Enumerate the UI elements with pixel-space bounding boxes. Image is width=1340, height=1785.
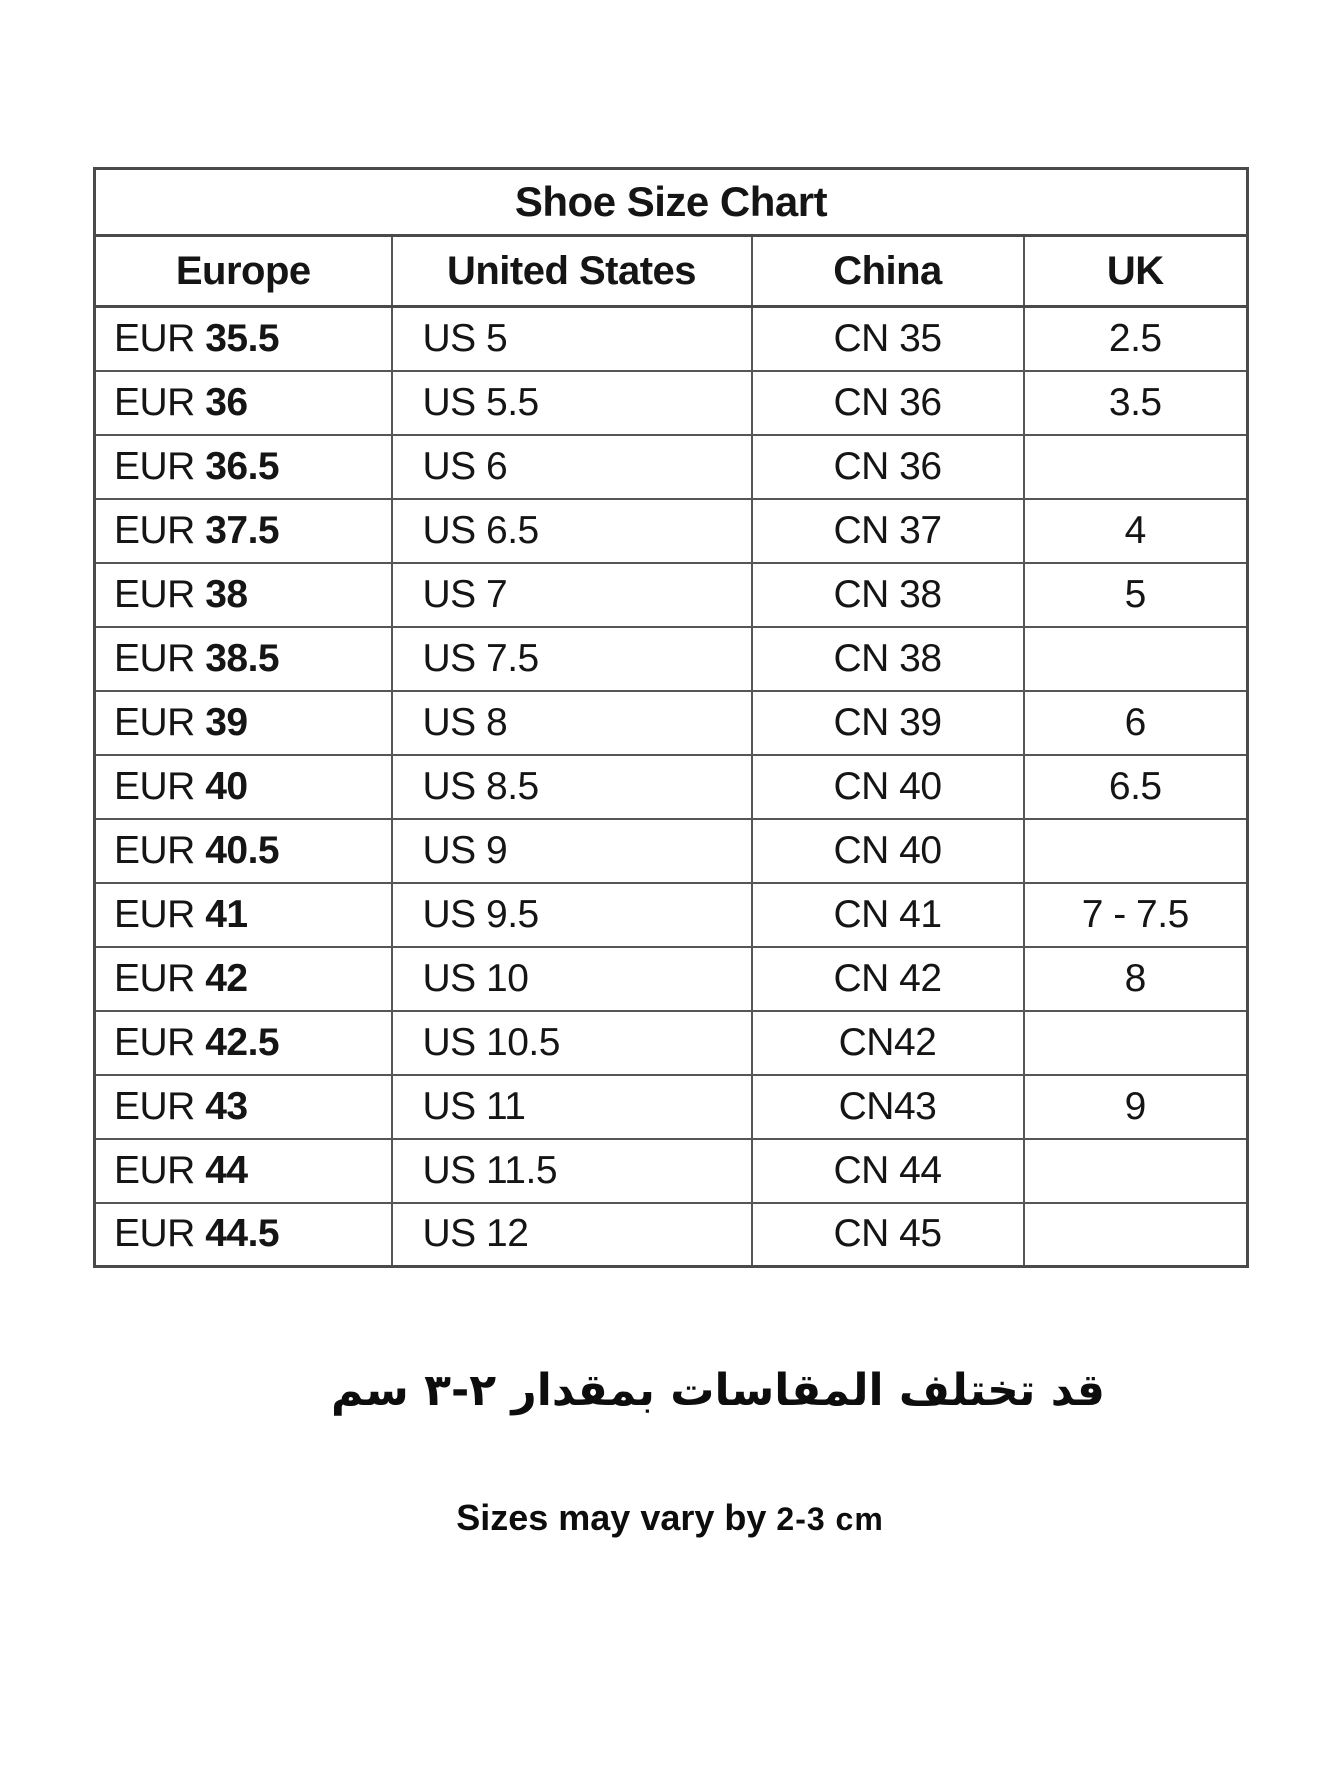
china-cell: CN42 xyxy=(750,1009,1025,1076)
uk-cell: 6.5 xyxy=(1022,753,1249,820)
europe-cell: EUR 40.5 xyxy=(93,817,393,884)
china-cell: CN 41 xyxy=(750,881,1025,948)
col-header-europe: Europe xyxy=(93,234,393,308)
col-header-uk: UK xyxy=(1022,234,1249,308)
us-cell: US 5 xyxy=(390,305,753,372)
us-cell: US 8 xyxy=(390,689,753,756)
europe-cell: EUR 39 xyxy=(93,689,393,756)
uk-cell: 8 xyxy=(1022,945,1249,1012)
table-row: EUR 36.5 US 6 CN 36 xyxy=(93,433,1249,500)
china-cell: CN 44 xyxy=(750,1137,1025,1204)
uk-cell: 4 xyxy=(1022,497,1249,564)
us-cell: US 6.5 xyxy=(390,497,753,564)
us-cell: US 11.5 xyxy=(390,1137,753,1204)
note-english-value: 2-3 cm xyxy=(776,1501,884,1537)
uk-cell: 9 xyxy=(1022,1073,1249,1140)
china-cell: CN 36 xyxy=(750,433,1025,500)
europe-cell: EUR 42 xyxy=(93,945,393,1012)
china-cell: CN 36 xyxy=(750,369,1025,436)
table-row: EUR 37.5 US 6.5 CN 37 4 xyxy=(93,497,1249,564)
europe-cell: EUR 36 xyxy=(93,369,393,436)
uk-cell: 5 xyxy=(1022,561,1249,628)
uk-cell xyxy=(1022,1009,1249,1076)
table-row: EUR 39 US 8 CN 39 6 xyxy=(93,689,1249,756)
europe-cell: EUR 43 xyxy=(93,1073,393,1140)
europe-cell: EUR 38 xyxy=(93,561,393,628)
table-row: EUR 40.5 US 9 CN 40 xyxy=(93,817,1249,884)
china-cell: CN 40 xyxy=(750,753,1025,820)
table-row: EUR 42 US 10 CN 42 8 xyxy=(93,945,1249,1012)
us-cell: US 8.5 xyxy=(390,753,753,820)
uk-cell xyxy=(1022,817,1249,884)
table-title-row: Shoe Size Chart xyxy=(93,167,1249,237)
europe-cell: EUR 44.5 xyxy=(93,1201,393,1268)
table-title: Shoe Size Chart xyxy=(93,167,1249,237)
uk-cell xyxy=(1022,433,1249,500)
shoe-size-table: Shoe Size Chart Europe United States Chi… xyxy=(93,167,1249,1268)
note-english: Sizes may vary by 2-3 cm xyxy=(0,1497,1340,1539)
china-cell: CN 39 xyxy=(750,689,1025,756)
uk-cell: 2.5 xyxy=(1022,305,1249,372)
table-row: EUR 43 US 11 CN43 9 xyxy=(93,1073,1249,1140)
china-cell: CN 42 xyxy=(750,945,1025,1012)
europe-cell: EUR 42.5 xyxy=(93,1009,393,1076)
us-cell: US 9 xyxy=(390,817,753,884)
europe-cell: EUR 36.5 xyxy=(93,433,393,500)
us-cell: US 6 xyxy=(390,433,753,500)
table-row: EUR 36 US 5.5 CN 36 3.5 xyxy=(93,369,1249,436)
china-cell: CN 35 xyxy=(750,305,1025,372)
uk-cell: 7 - 7.5 xyxy=(1022,881,1249,948)
table-row: EUR 35.5 US 5 CN 35 2.5 xyxy=(93,305,1249,372)
uk-cell: 6 xyxy=(1022,689,1249,756)
uk-cell: 3.5 xyxy=(1022,369,1249,436)
us-cell: US 10.5 xyxy=(390,1009,753,1076)
china-cell: CN 40 xyxy=(750,817,1025,884)
table-row: EUR 41 US 9.5 CN 41 7 - 7.5 xyxy=(93,881,1249,948)
uk-cell xyxy=(1022,625,1249,692)
china-cell: CN 45 xyxy=(750,1201,1025,1268)
europe-cell: EUR 41 xyxy=(93,881,393,948)
europe-cell: EUR 44 xyxy=(93,1137,393,1204)
table-row: EUR 40 US 8.5 CN 40 6.5 xyxy=(93,753,1249,820)
table-row: EUR 44.5 US 12 CN 45 xyxy=(93,1201,1249,1268)
europe-cell: EUR 35.5 xyxy=(93,305,393,372)
europe-cell: EUR 37.5 xyxy=(93,497,393,564)
us-cell: US 7 xyxy=(390,561,753,628)
table-row: EUR 38.5 US 7.5 CN 38 xyxy=(93,625,1249,692)
us-cell: US 7.5 xyxy=(390,625,753,692)
europe-cell: EUR 40 xyxy=(93,753,393,820)
europe-cell: EUR 38.5 xyxy=(93,625,393,692)
table-header-row: Europe United States China UK xyxy=(93,234,1249,308)
us-cell: US 10 xyxy=(390,945,753,1012)
table-row: EUR 44 US 11.5 CN 44 xyxy=(93,1137,1249,1204)
uk-cell xyxy=(1022,1137,1249,1204)
china-cell: CN43 xyxy=(750,1073,1025,1140)
note-english-text: Sizes may vary by xyxy=(456,1497,767,1538)
table-body: EUR 35.5 US 5 CN 35 2.5 EUR 36 US 5.5 CN 36 3.5… xyxy=(93,305,1249,1268)
us-cell: US 11 xyxy=(390,1073,753,1140)
china-cell: CN 38 xyxy=(750,625,1025,692)
us-cell: US 9.5 xyxy=(390,881,753,948)
china-cell: CN 37 xyxy=(750,497,1025,564)
table-row: EUR 38 US 7 CN 38 5 xyxy=(93,561,1249,628)
col-header-china: China xyxy=(750,234,1025,308)
table-row: EUR 42.5 US 10.5 CN42 xyxy=(93,1009,1249,1076)
note-arabic: قد تختلف المقاسات بمقدار ٢-٣ سم xyxy=(331,1365,1105,1416)
col-header-united-states: United States xyxy=(390,234,753,308)
us-cell: US 5.5 xyxy=(390,369,753,436)
china-cell: CN 38 xyxy=(750,561,1025,628)
uk-cell xyxy=(1022,1201,1249,1268)
us-cell: US 12 xyxy=(390,1201,753,1268)
